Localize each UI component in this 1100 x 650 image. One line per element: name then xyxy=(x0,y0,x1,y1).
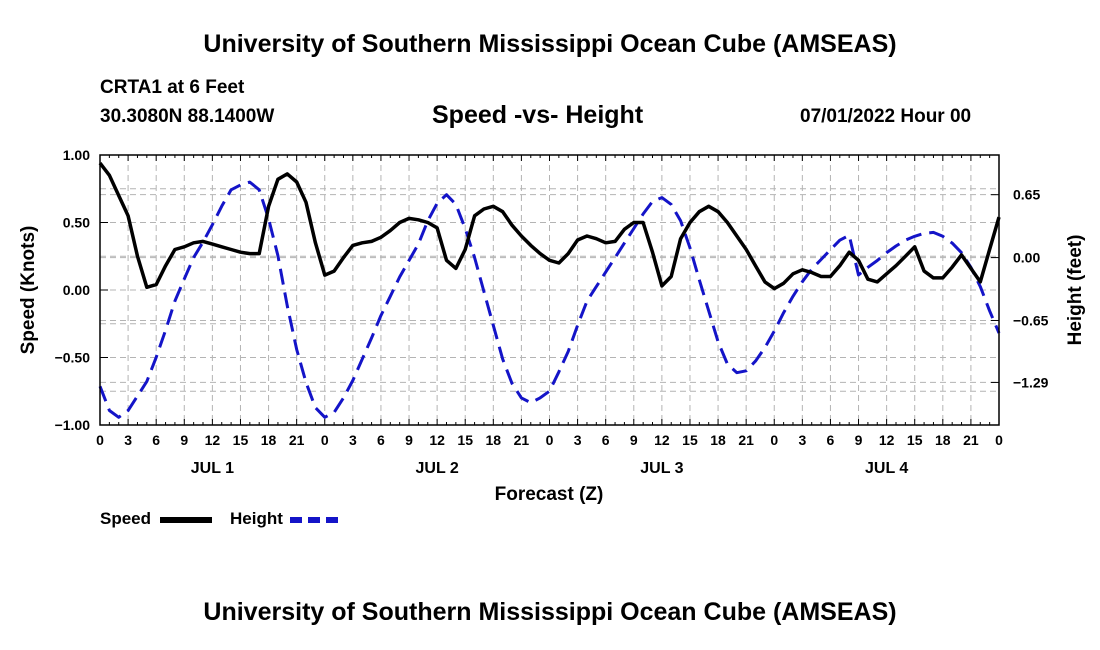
x-axis-label: Forecast (Z) xyxy=(495,484,604,505)
station-coordinates: 30.3080N 88.1400W xyxy=(100,106,275,127)
day-label: JUL 3 xyxy=(640,460,683,477)
x-tick-label: 21 xyxy=(963,432,979,448)
x-tick-label: 6 xyxy=(152,432,160,448)
y-tick-label: 0.00 xyxy=(63,282,90,298)
x-tick-label: 21 xyxy=(514,432,530,448)
speed-series-line xyxy=(98,162,1001,291)
grid xyxy=(100,155,999,425)
y-tick-label: 1.00 xyxy=(63,147,90,163)
chart-title: Speed -vs- Height xyxy=(432,101,644,129)
x-tick-label: 12 xyxy=(879,432,895,448)
x-tick-label: 3 xyxy=(798,432,806,448)
x-tick-label: 9 xyxy=(405,432,413,448)
x-tick-label: 12 xyxy=(654,432,670,448)
axes: 0 3 6 9 12 15 18 21 0 3 6 9 12 15 18 21 0 3 6 9 12 15 18 21 0 3 6 9… xyxy=(55,147,1049,477)
x-tick-label: 9 xyxy=(180,432,188,448)
x-tick-label: 15 xyxy=(457,432,473,448)
y-tick-label: −0.50 xyxy=(55,350,91,366)
x-tick-label: 0 xyxy=(321,432,329,448)
x-tick-label: 12 xyxy=(205,432,221,448)
x-tick-label: 3 xyxy=(124,432,132,448)
series xyxy=(98,162,1001,419)
x-tick-label: 15 xyxy=(233,432,249,448)
forecast-datetime: 07/01/2022 Hour 00 xyxy=(800,106,972,127)
x-tick-label: 0 xyxy=(770,432,778,448)
x-tick-label: 6 xyxy=(377,432,385,448)
y2-tick-label: −0.65 xyxy=(1013,312,1049,328)
y-tick-label: 0.50 xyxy=(63,215,90,231)
day-label: JUL 4 xyxy=(865,460,908,477)
y2-axis-label: Height (feet) xyxy=(1065,235,1086,346)
x-tick-label: 12 xyxy=(429,432,445,448)
y2-tick-label: 0.65 xyxy=(1013,187,1040,203)
x-tick-label: 18 xyxy=(486,432,502,448)
legend-speed-label: Speed xyxy=(100,509,152,528)
x-tick-label: 21 xyxy=(738,432,754,448)
x-tick-label: 0 xyxy=(546,432,554,448)
y2-tick-label: 0.00 xyxy=(1013,250,1040,266)
page-title: University of Southern Mississippi Ocean… xyxy=(203,30,897,58)
day-label: JUL 2 xyxy=(415,460,458,477)
x-tick-label: 3 xyxy=(349,432,357,448)
height-series-line xyxy=(98,180,1001,419)
x-tick-label: 15 xyxy=(907,432,923,448)
x-tick-label: 18 xyxy=(261,432,277,448)
x-tick-label: 9 xyxy=(855,432,863,448)
y2-tick-label: −1.29 xyxy=(1013,374,1049,390)
x-tick-label: 6 xyxy=(827,432,835,448)
y-tick-label: −1.00 xyxy=(55,417,91,433)
x-tick-label: 21 xyxy=(289,432,305,448)
page-footer-title: University of Southern Mississippi Ocean… xyxy=(203,598,897,626)
x-tick-label: 0 xyxy=(995,432,1003,448)
x-tick-label: 3 xyxy=(574,432,582,448)
x-tick-label: 9 xyxy=(630,432,638,448)
x-tick-label: 6 xyxy=(602,432,610,448)
x-tick-label: 18 xyxy=(935,432,951,448)
x-tick-label: 0 xyxy=(96,432,104,448)
legend-height-label: Height xyxy=(230,509,283,528)
x-tick-label: 18 xyxy=(710,432,726,448)
x-tick-label: 15 xyxy=(682,432,698,448)
y-axis-label: Speed (Knots) xyxy=(18,226,39,355)
day-label: JUL 1 xyxy=(191,460,234,477)
station-name: CRTA1 at 6 Feet xyxy=(100,77,245,98)
